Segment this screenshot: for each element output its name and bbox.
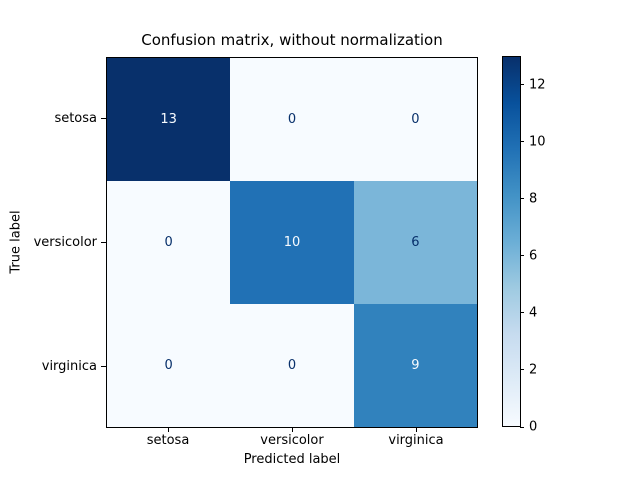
matrix-cell-setosa-virginica: 0 xyxy=(353,58,477,181)
matrix-cell-versicolor-virginica: 6 xyxy=(353,181,477,304)
tick-mark xyxy=(520,141,524,143)
matrix-cell-virginica-versicolor: 0 xyxy=(230,304,354,427)
matrix-cell-setosa-setosa: 13 xyxy=(107,58,231,181)
tick-mark xyxy=(520,84,524,86)
y-tick-setosa: setosa xyxy=(0,57,106,181)
tick-mark xyxy=(520,255,524,257)
colorbar-tick-label: 2 xyxy=(529,362,538,378)
tick-mark xyxy=(101,118,106,120)
x-tick-label: setosa xyxy=(146,433,190,448)
matrix-cell-virginica-setosa: 0 xyxy=(107,304,231,427)
tick-mark xyxy=(167,428,169,432)
tick-mark xyxy=(101,365,106,367)
colorbar-tick-label: 6 xyxy=(529,248,538,264)
tick-mark xyxy=(520,198,524,200)
matrix-cell-versicolor-setosa: 0 xyxy=(107,181,231,304)
chart-title: Confusion matrix, without normalization xyxy=(141,31,443,49)
colorbar-tick-label: 8 xyxy=(529,191,538,207)
matrix-cell-virginica-virginica: 9 xyxy=(353,304,477,427)
y-axis-label: True label xyxy=(8,210,24,274)
x-axis-label: Predicted label xyxy=(243,452,341,467)
tick-mark xyxy=(520,426,524,428)
x-tick-virginica: virginica xyxy=(354,428,478,450)
y-axis-tick-labels: setosa versicolor virginica xyxy=(0,57,106,428)
tick-mark xyxy=(291,428,293,432)
heatmap-grid: 13 0 0 0 10 6 0 0 9 xyxy=(106,57,478,428)
colorbar-tick-label: 12 xyxy=(529,77,546,93)
colorbar-gradient xyxy=(502,56,521,427)
y-tick-label: setosa xyxy=(54,111,97,127)
colorbar-tick-label: 4 xyxy=(529,305,538,321)
x-tick-versicolor: versicolor xyxy=(230,428,354,450)
x-tick-label: versicolor xyxy=(260,433,324,448)
x-tick-setosa: setosa xyxy=(106,428,230,450)
tick-mark xyxy=(520,369,524,371)
tick-mark xyxy=(415,428,417,432)
colorbar-tick-label: 10 xyxy=(529,134,546,150)
y-tick-versicolor: versicolor xyxy=(0,181,106,305)
tick-mark xyxy=(101,242,106,243)
matrix-cell-versicolor-versicolor: 10 xyxy=(230,181,354,304)
tick-mark xyxy=(520,312,524,314)
y-tick-label: virginica xyxy=(41,358,97,374)
colorbar-ticks: 0 2 4 6 8 10 12 xyxy=(520,56,580,435)
x-tick-label: virginica xyxy=(388,433,444,448)
colorbar-tick-label: 0 xyxy=(529,419,538,435)
matrix-cell-setosa-versicolor: 0 xyxy=(230,58,354,181)
y-tick-label: versicolor xyxy=(33,235,97,250)
y-tick-virginica: virginica xyxy=(0,304,106,428)
x-axis-tick-labels: setosa versicolor virginica xyxy=(106,428,478,450)
